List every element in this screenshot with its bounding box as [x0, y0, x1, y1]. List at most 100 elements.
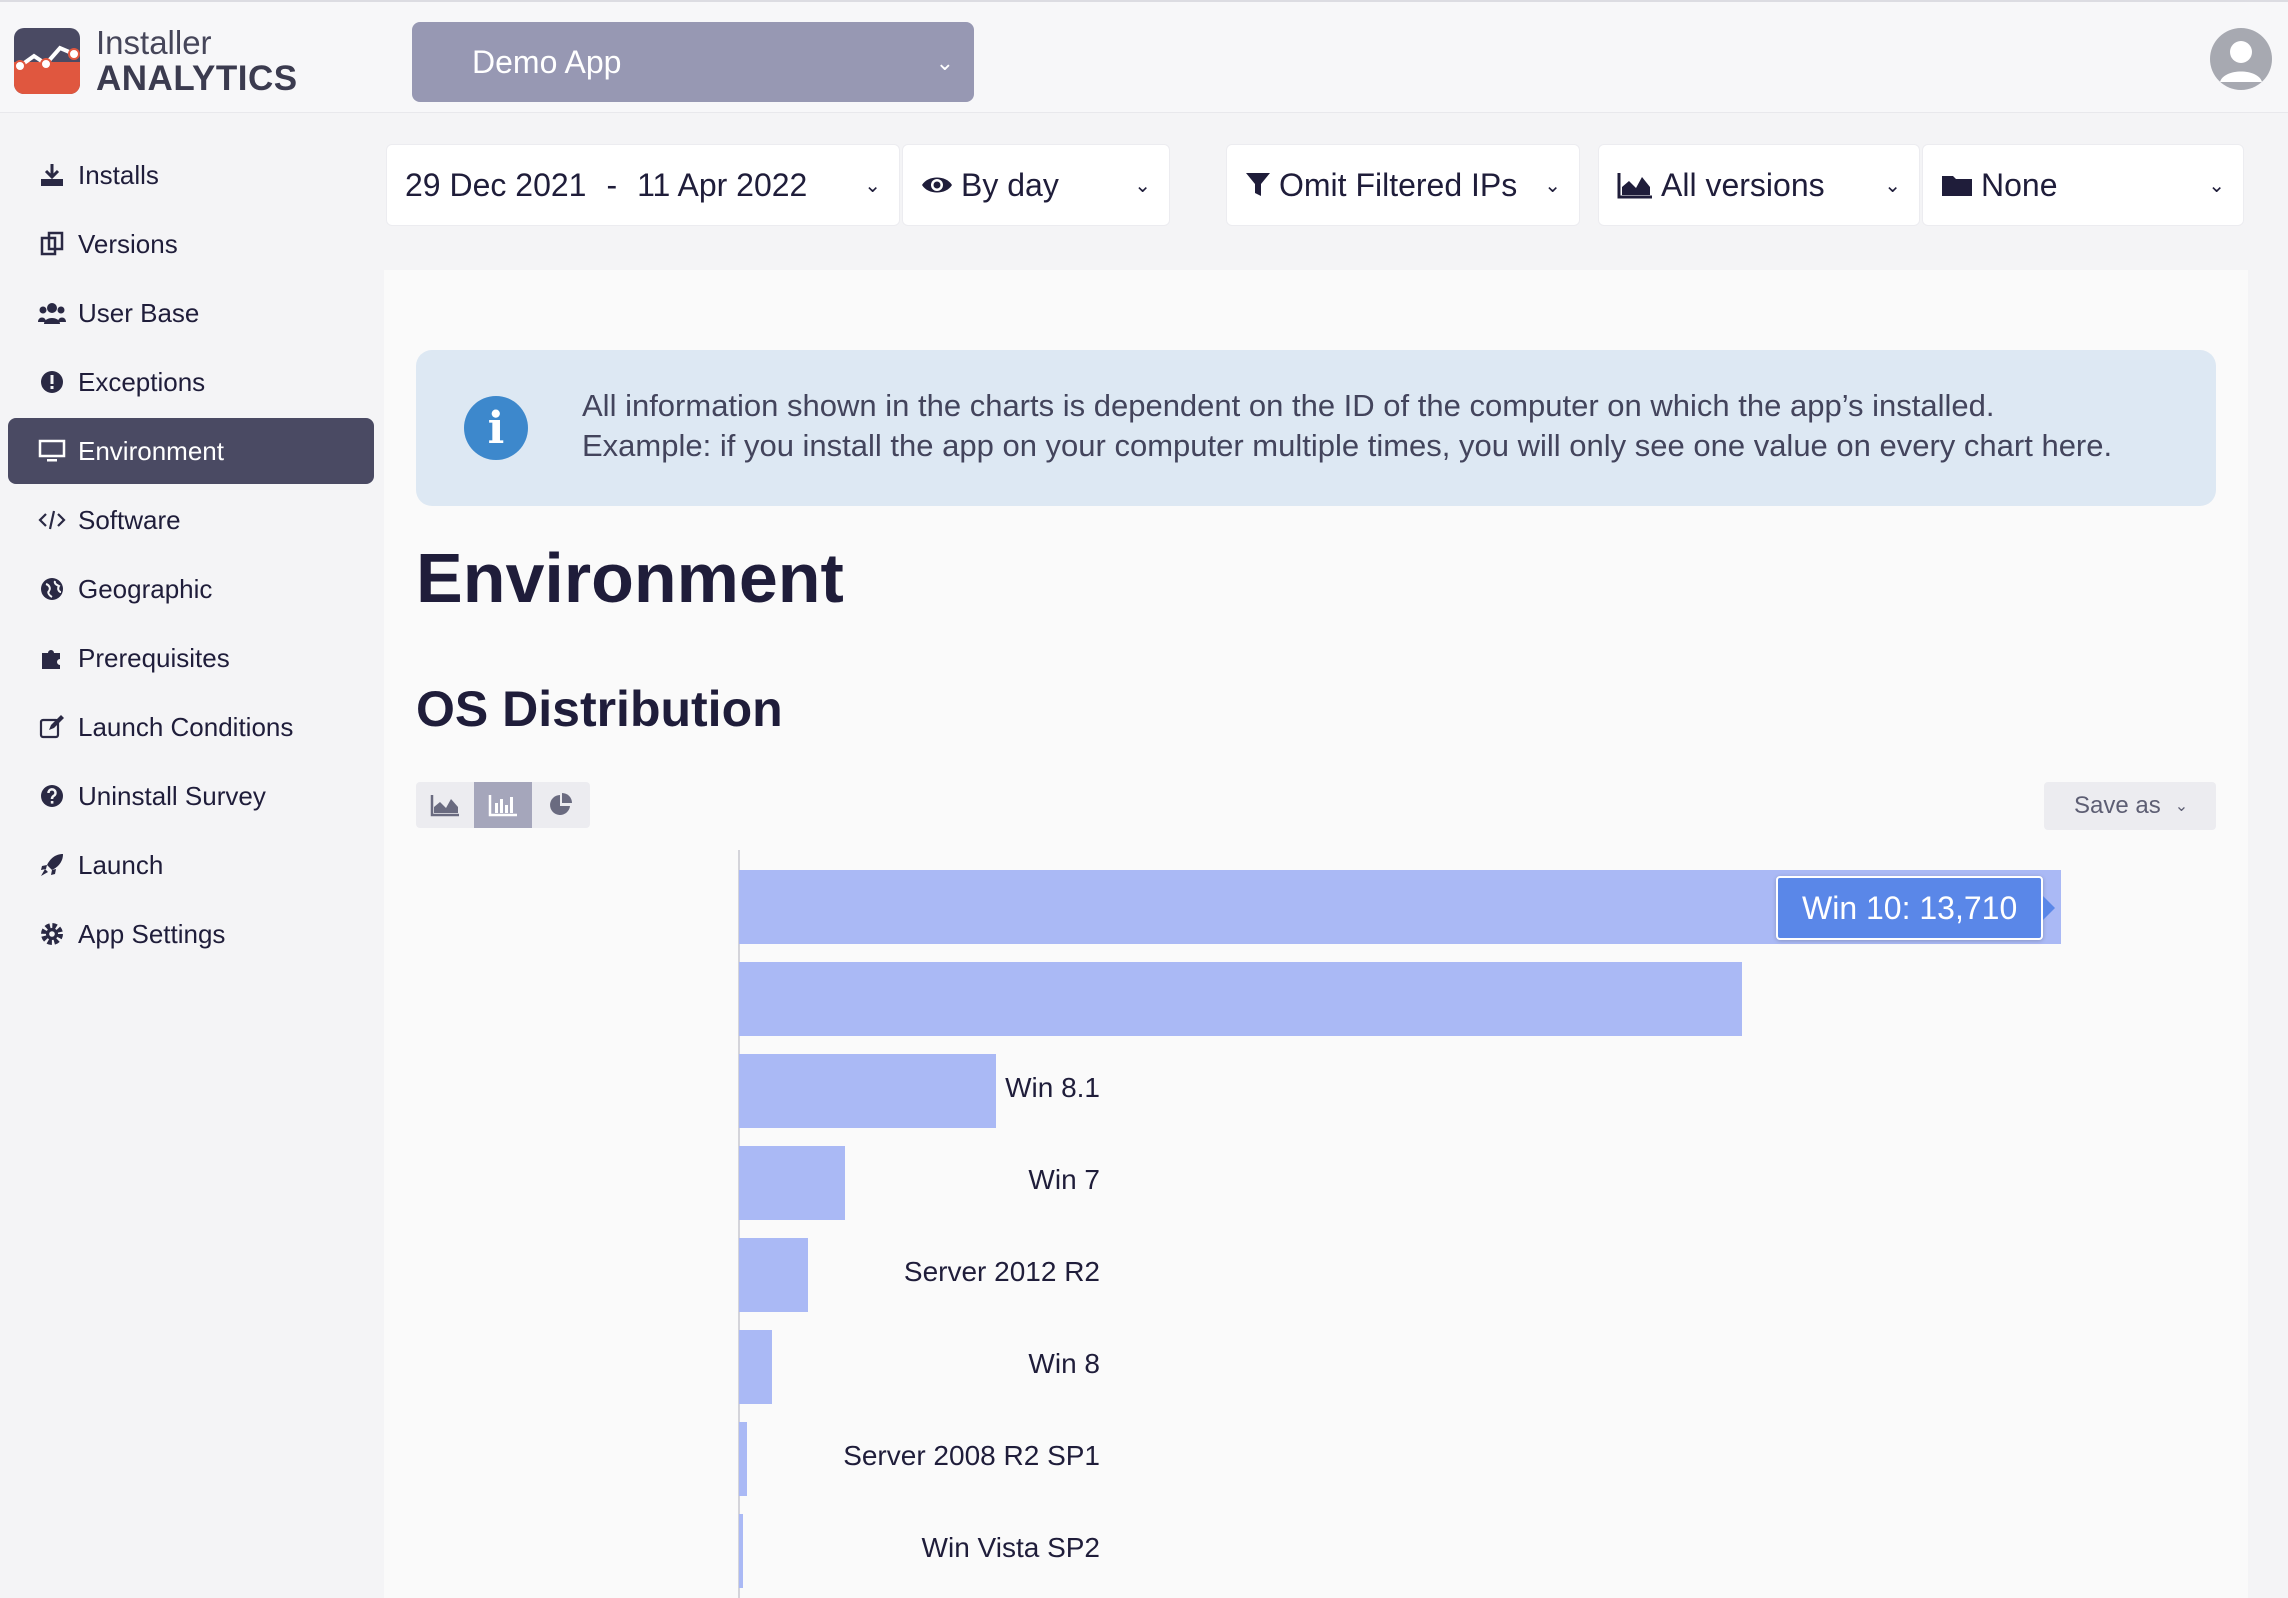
bar[interactable]: [739, 1422, 747, 1496]
save-as-button[interactable]: Save as ⌄: [2044, 782, 2216, 830]
logo-icon: [14, 28, 80, 94]
chevron-down-icon: ⌄: [2208, 175, 2225, 197]
globe-icon: [38, 575, 66, 603]
area-chart-icon: [430, 795, 459, 817]
date-separator: -: [606, 166, 618, 203]
bar-label: Win Vista SP2: [921, 1532, 1100, 1563]
eye-icon: [921, 174, 953, 196]
bar[interactable]: [739, 1238, 809, 1312]
chevron-down-icon: ⌄: [1544, 175, 1561, 197]
sidebar-item-launch[interactable]: Launch: [8, 832, 374, 898]
chevron-down-icon: ⌄: [1134, 175, 1151, 197]
sidebar-item-geographic[interactable]: Geographic: [8, 556, 374, 622]
versions-value: All versions: [1661, 166, 1825, 203]
pie-chart-button[interactable]: [532, 782, 590, 828]
sidebar-item-app-settings[interactable]: App Settings: [8, 901, 374, 967]
info-banner: i All information shown in the charts is…: [416, 350, 2216, 506]
info-line-2: Example: if you install the app on your …: [582, 428, 2113, 463]
copy-icon: [38, 230, 66, 258]
save-as-label: Save as: [2074, 792, 2161, 819]
sidebar-item-installs[interactable]: Installs: [8, 142, 374, 208]
date-end: 11 Apr 2022: [637, 166, 808, 203]
download-icon: [38, 161, 66, 189]
bar[interactable]: [739, 1054, 997, 1128]
info-icon: i: [464, 396, 528, 460]
sidebar-item-label: Environment: [78, 435, 224, 466]
folder-icon: [1941, 172, 1973, 198]
sidebar-item-exceptions[interactable]: Exceptions: [8, 349, 374, 415]
sidebar-item-label: Launch: [78, 849, 164, 880]
sidebar-item-software[interactable]: Software: [8, 487, 374, 553]
chevron-down-icon: ⌄: [1884, 175, 1901, 197]
question-circle-icon: [38, 782, 66, 810]
bar[interactable]: [739, 1514, 743, 1588]
chart-type-toggle: [416, 782, 590, 828]
bar-chart-button[interactable]: [474, 782, 532, 828]
users-icon: [38, 299, 66, 327]
info-line-1: All information shown in the charts is d…: [582, 388, 1995, 423]
area-chart-icon: [1617, 171, 1653, 199]
exclamation-circle-icon: [38, 368, 66, 396]
bar-label: Server 2012 R2: [903, 1256, 1100, 1287]
sidebar-item-label: User Base: [78, 297, 200, 328]
filter-icon: [1245, 171, 1271, 199]
monitor-icon: [38, 437, 66, 465]
app-selector[interactable]: Demo App ⌄: [412, 22, 974, 102]
ip-filter-select[interactable]: Omit Filtered IPs ⌄: [1226, 144, 1580, 226]
grouping-select[interactable]: By day ⌄: [902, 144, 1170, 226]
pie-chart-icon: [550, 793, 572, 815]
sidebar-item-launch-conditions[interactable]: Launch Conditions: [8, 694, 374, 760]
sidebar-item-user-base[interactable]: User Base: [8, 280, 374, 346]
sidebar: Installs Versions User Base Exceptions E…: [0, 114, 382, 1598]
folder-select[interactable]: None ⌄: [1922, 144, 2244, 226]
sidebar-item-label: Exceptions: [78, 366, 206, 397]
section-title: OS Distribution: [416, 681, 783, 737]
sidebar-item-label: App Settings: [78, 918, 226, 949]
folder-value: None: [1981, 166, 2058, 203]
ip-filter-value: Omit Filtered IPs: [1279, 166, 1518, 203]
sidebar-item-label: Uninstall Survey: [78, 780, 266, 811]
bar[interactable]: [739, 1146, 846, 1220]
chevron-down-icon: ⌄: [2174, 798, 2189, 815]
user-avatar[interactable]: [2210, 28, 2272, 90]
sidebar-item-label: Installs: [78, 159, 159, 190]
bar[interactable]: [739, 962, 1742, 1036]
sidebar-item-label: Geographic: [78, 573, 213, 604]
y-axis-line: [738, 850, 740, 1598]
bar-label: Win 8: [1028, 1348, 1100, 1379]
main-content: i All information shown in the charts is…: [384, 270, 2248, 1598]
edit-icon: [38, 713, 66, 741]
versions-select[interactable]: All versions ⌄: [1598, 144, 1920, 226]
sidebar-item-label: Versions: [78, 228, 178, 259]
sidebar-item-uninstall-survey[interactable]: Uninstall Survey: [8, 763, 374, 829]
app-selector-value: Demo App: [472, 43, 622, 80]
sidebar-item-label: Software: [78, 504, 181, 535]
logo-line2: ANALYTICS: [96, 59, 298, 98]
puzzle-icon: [38, 644, 66, 672]
sidebar-item-prerequisites[interactable]: Prerequisites: [8, 625, 374, 691]
date-start: 29 Dec 2021: [405, 166, 587, 203]
chart-tooltip: Win 10: 13,710: [1776, 876, 2056, 940]
bar-label: Win 7: [1028, 1164, 1100, 1195]
area-chart-button[interactable]: [416, 782, 474, 828]
chevron-down-icon: ⌄: [864, 175, 881, 197]
grouping-value: By day: [961, 166, 1059, 203]
logo-line1: Installer: [96, 24, 212, 61]
chevron-down-icon: ⌄: [935, 50, 954, 75]
code-icon: [38, 506, 66, 534]
top-bar: Installer ANALYTICS Demo App ⌄: [0, 0, 2288, 113]
sidebar-item-label: Launch Conditions: [78, 711, 294, 742]
rocket-icon: [38, 851, 66, 879]
sidebar-item-environment[interactable]: Environment: [8, 418, 374, 484]
gear-icon: [38, 920, 66, 948]
sidebar-item-versions[interactable]: Versions: [8, 211, 374, 277]
bar-chart-icon: [488, 795, 517, 817]
page-title: Environment: [416, 539, 844, 617]
bar-label: Win 8.1: [1005, 1072, 1100, 1103]
bar-label: Server 2008 R2 SP1: [843, 1440, 1100, 1471]
sidebar-item-label: Prerequisites: [78, 642, 230, 673]
date-range-picker[interactable]: 29 Dec 2021 - 11 Apr 2022 ⌄: [386, 144, 900, 226]
logo[interactable]: Installer ANALYTICS: [14, 26, 298, 96]
bar[interactable]: [739, 1330, 772, 1404]
